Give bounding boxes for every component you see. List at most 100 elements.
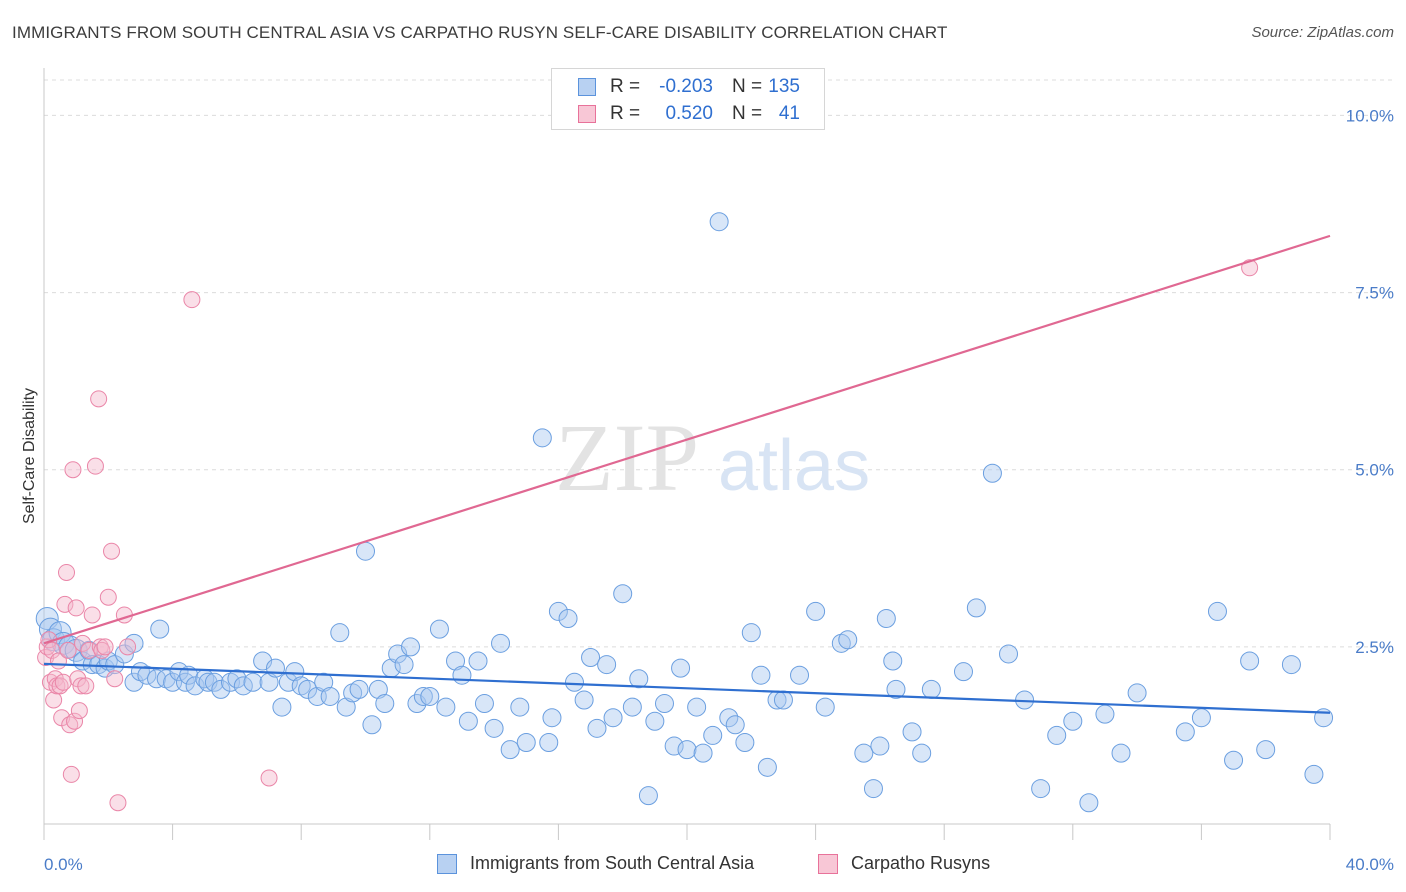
immigrants-point (204, 672, 224, 692)
trend-lines (43, 234, 1331, 714)
immigrants-point (510, 697, 530, 717)
immigrants-point (603, 708, 623, 728)
immigrants-point (137, 665, 157, 685)
immigrants-point (815, 697, 835, 717)
watermark: ZIP atlas (555, 404, 870, 511)
immigrants-point (401, 637, 421, 657)
immigrants-point (179, 665, 199, 685)
series-legend: Immigrants from South Central Asia Carpa… (0, 852, 1406, 878)
immigrants-point (645, 711, 665, 731)
immigrants-point (703, 725, 723, 745)
immigrants-point (452, 665, 472, 685)
immigrants-point (484, 718, 504, 738)
carpatho-point (58, 563, 76, 581)
immigrants-point (349, 679, 369, 699)
immigrants-point (863, 779, 883, 799)
immigrants-point (413, 686, 433, 706)
immigrants-point (693, 743, 713, 763)
y-tick-label: 2.5% (1355, 638, 1394, 657)
immigrants-point (1224, 750, 1244, 770)
legend-label: Immigrants from South Central Asia (470, 853, 755, 873)
y-tick-label: 10.0% (1346, 106, 1394, 125)
carpatho-point (80, 641, 98, 659)
carpatho-point (62, 765, 80, 783)
immigrants-point (105, 655, 125, 675)
immigrants-point (243, 672, 263, 692)
immigrants-point (1031, 779, 1051, 799)
immigrants-point (671, 658, 691, 678)
immigrants-point (638, 786, 658, 806)
immigrants-point (458, 711, 478, 731)
immigrants-point (574, 690, 594, 710)
immigrants-point (446, 651, 466, 671)
carpatho-point (66, 712, 84, 730)
legend-swatch-pink (578, 105, 596, 123)
immigrants-point (1063, 711, 1083, 731)
immigrants-point (953, 662, 973, 682)
carpatho-point (70, 702, 88, 720)
immigrants-point (211, 679, 231, 699)
immigrants-point (741, 623, 761, 643)
immigrants-point (420, 686, 440, 706)
immigrants-point (677, 740, 697, 760)
immigrants-point (870, 736, 890, 756)
n-label: N = (732, 76, 763, 97)
carpatho-point (56, 595, 74, 613)
immigrants-point (233, 676, 253, 696)
watermark-atlas: atlas (718, 426, 870, 506)
carpatho-point (59, 641, 77, 659)
immigrants-point (719, 708, 739, 728)
n-value: 135 (768, 76, 800, 97)
immigrants-trend-line (43, 662, 1331, 714)
correlation-legend: R = -0.203 N = 135 R = 0.520 N = 41 (551, 68, 825, 130)
n-label: N = (732, 103, 763, 124)
carpatho-point (1241, 259, 1259, 277)
immigrants-point (876, 609, 896, 629)
immigrants-point (725, 715, 745, 735)
immigrants-point (664, 736, 684, 756)
carpatho-point (96, 638, 114, 656)
immigrants-point (548, 601, 568, 621)
immigrants-point (291, 676, 311, 696)
immigrants-point (1127, 683, 1147, 703)
immigrants-point (265, 658, 285, 678)
immigrants-point (227, 669, 247, 689)
carpatho-point (119, 638, 137, 656)
immigrants-point (883, 651, 903, 671)
immigrants-point (285, 662, 305, 682)
r-value: 0.520 (665, 103, 713, 124)
immigrants-point (474, 694, 494, 714)
immigrants-point (735, 733, 755, 753)
immigrants-point (597, 655, 617, 675)
immigrants-point (886, 679, 906, 699)
immigrants-point (687, 697, 707, 717)
y-axis-title: Self-Care Disability (21, 388, 38, 524)
immigrants-point (581, 647, 601, 667)
immigrants-point (468, 651, 488, 671)
immigrants-point (999, 644, 1018, 664)
r-label: R = (610, 103, 641, 124)
legend-swatch-blue (437, 854, 457, 874)
carpatho-point (77, 677, 95, 695)
immigrants-point (368, 679, 388, 699)
immigrants-point (375, 694, 395, 714)
immigrants-point (1191, 708, 1211, 728)
immigrants-point (330, 623, 350, 643)
carpatho-point (64, 461, 82, 479)
legend-row-immigrants: R = -0.203 N = 135 (552, 74, 824, 100)
immigrants-point (564, 672, 584, 692)
immigrants-point (1095, 704, 1115, 724)
immigrants-point (491, 633, 511, 653)
immigrants-point (1281, 655, 1301, 675)
carpatho-point (99, 588, 117, 606)
immigrants-point (1047, 725, 1067, 745)
carpatho-point (37, 648, 55, 666)
y-tick-label: 7.5% (1355, 284, 1394, 303)
carpatho-point (74, 634, 92, 652)
immigrants-point (629, 669, 649, 689)
immigrants-point (854, 743, 874, 763)
immigrants-point (532, 428, 552, 448)
n-value: 41 (778, 103, 800, 124)
immigrants-point (1111, 743, 1131, 763)
